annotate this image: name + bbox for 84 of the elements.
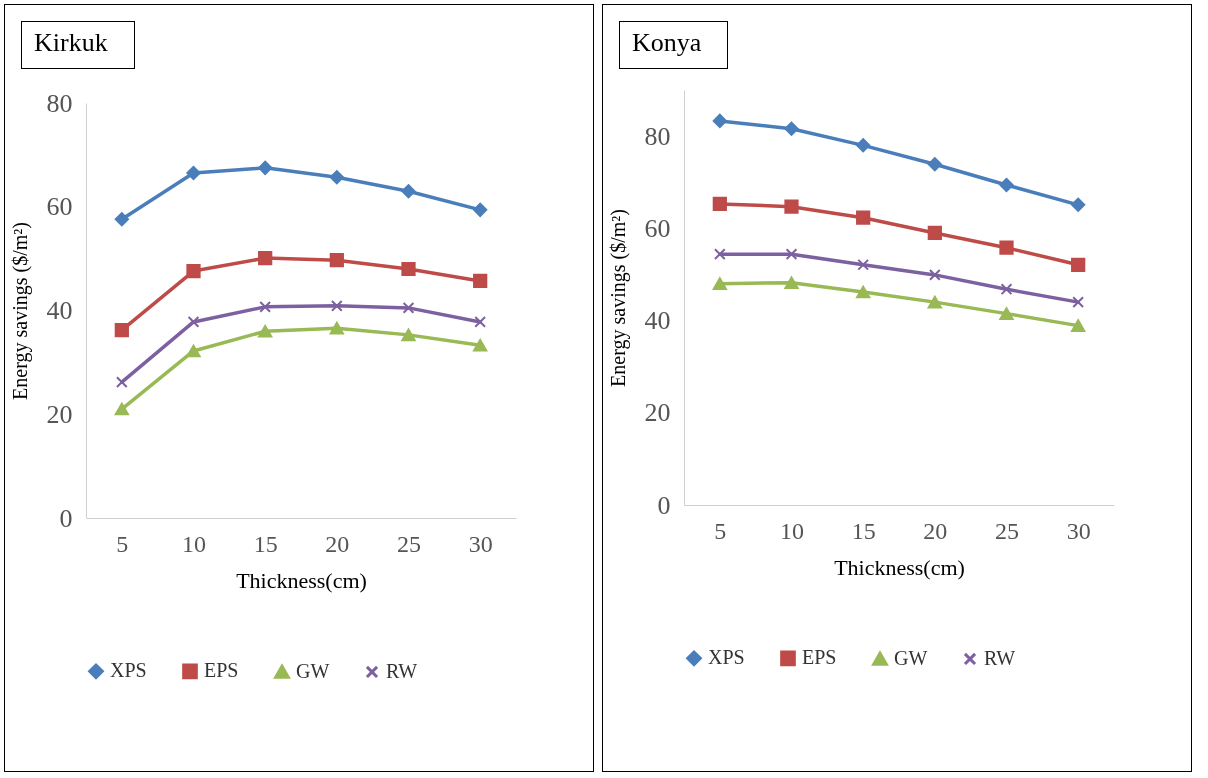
legend-label: GW (894, 646, 928, 669)
x-tick-label: 5 (116, 530, 129, 557)
point (330, 299, 343, 312)
point (258, 324, 273, 338)
x-axis-title: Thickness(cm) (236, 567, 367, 593)
point (712, 277, 727, 290)
point (999, 240, 1014, 255)
point (999, 177, 1014, 193)
x-tick-label: 10 (780, 517, 804, 544)
point (1072, 296, 1085, 309)
y-axis-title: Energy savings ($/m²) (8, 222, 32, 400)
point (1071, 197, 1086, 212)
point (712, 113, 727, 129)
x-tick-label: 15 (851, 517, 876, 544)
y-tick-label: 40 (644, 306, 671, 336)
y-tick-label: 80 (644, 121, 671, 151)
x-tick-label: 20 (325, 530, 350, 557)
point (857, 258, 870, 271)
y-tick-label: 60 (644, 213, 671, 243)
point (329, 170, 344, 185)
x-axis-title: Thickness(cm) (834, 554, 965, 580)
point (473, 202, 488, 217)
y-tick-label: 20 (46, 399, 73, 429)
y-axis-title: Energy savings ($/m²) (606, 209, 630, 387)
y-tick-label: 60 (46, 192, 73, 222)
point (186, 263, 201, 279)
y-tick-label: 40 (46, 296, 73, 325)
point (187, 316, 200, 328)
y-tick-label: 80 (46, 88, 73, 118)
x-tick-label: 10 (182, 530, 206, 557)
point (784, 199, 799, 214)
chart-title: Kirkuk (21, 21, 135, 69)
point (1071, 319, 1086, 332)
point (927, 295, 942, 309)
point (1000, 283, 1013, 296)
x-tick-label: 30 (468, 530, 493, 557)
point (785, 248, 798, 261)
point (186, 165, 201, 181)
point (115, 376, 128, 388)
point (473, 338, 488, 352)
x-tick-label: 25 (397, 530, 421, 557)
point (856, 138, 871, 153)
x-tick-label: 15 (253, 530, 278, 557)
y-tick-label: 20 (644, 398, 671, 428)
point (856, 285, 871, 299)
point (186, 344, 201, 358)
point (402, 302, 415, 314)
point (999, 307, 1014, 320)
point (713, 248, 726, 261)
point (258, 250, 273, 266)
point (473, 273, 488, 289)
point (712, 196, 727, 212)
point (784, 121, 799, 136)
point (401, 261, 416, 277)
point (401, 328, 416, 342)
point (1071, 257, 1086, 272)
x-tick-label: 30 (1066, 517, 1091, 544)
point (259, 300, 272, 313)
legend-label: GW (296, 659, 330, 682)
legend-label: XPS (110, 659, 147, 682)
point (784, 276, 799, 290)
x-tick-label: 20 (923, 517, 948, 544)
point (329, 253, 344, 268)
x-tick-label: 25 (995, 517, 1019, 544)
legend-label: RW (984, 646, 1016, 669)
legend-label: EPS (802, 646, 837, 669)
point (928, 269, 941, 281)
point (856, 210, 871, 225)
point (114, 323, 129, 338)
point (258, 160, 273, 175)
point (114, 402, 129, 416)
point (114, 212, 129, 227)
y-tick-label: 0 (657, 490, 671, 520)
point (474, 316, 487, 328)
y-tick-label: 0 (59, 503, 73, 533)
point (927, 225, 942, 241)
legend-label: EPS (204, 659, 239, 682)
point (927, 157, 942, 172)
chart-title: Konya (619, 21, 729, 69)
point (401, 184, 416, 199)
legend-label: RW (386, 659, 418, 682)
legend-label: XPS (708, 646, 745, 669)
point (329, 321, 344, 335)
x-tick-label: 5 (714, 517, 727, 544)
